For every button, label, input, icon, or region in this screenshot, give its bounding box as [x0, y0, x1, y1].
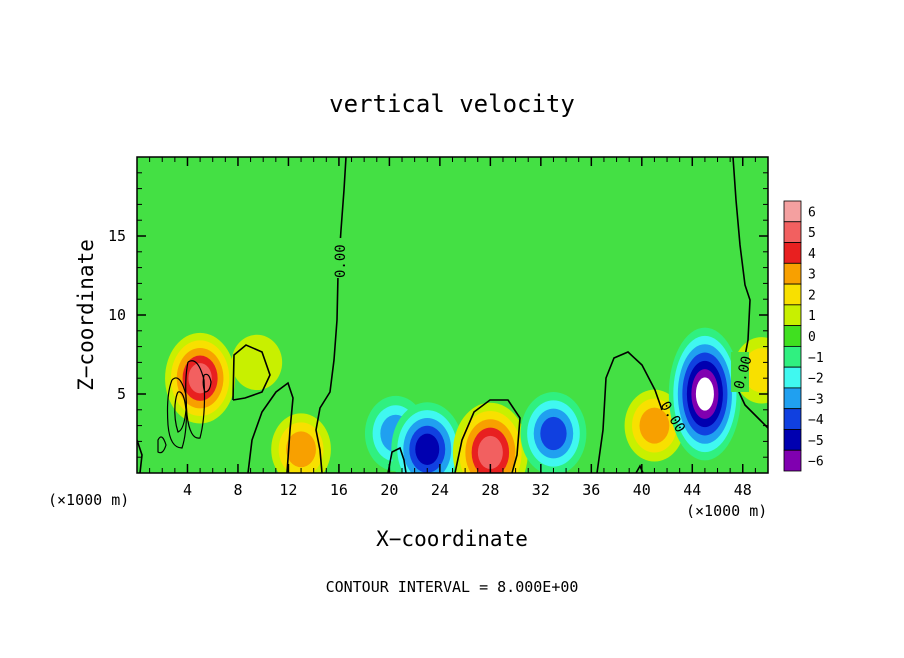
velocity-cell	[231, 334, 283, 391]
velocity-band	[286, 431, 316, 468]
y-tick-label: 10	[108, 306, 126, 324]
colorbar-swatch	[783, 221, 802, 243]
x-tick-label: 44	[683, 481, 701, 499]
velocity-cell	[391, 402, 464, 473]
velocity-band	[477, 435, 503, 470]
x-tick-label: 20	[380, 481, 398, 499]
contour-line	[174, 391, 187, 433]
x-unit-left: (×1000 m)	[48, 491, 129, 509]
x-tick-label: 4	[183, 481, 192, 499]
colorbar-swatch	[783, 408, 802, 430]
y-tick-label: 15	[108, 227, 126, 245]
velocity-cell	[271, 413, 331, 473]
colorbar-swatch	[783, 304, 802, 327]
x-tick-label: 12	[279, 481, 297, 499]
colorbar-label: 4	[808, 247, 816, 262]
colorbar-label: 1	[808, 309, 816, 324]
contour-line	[232, 344, 271, 401]
velocity-cell	[668, 327, 741, 461]
colorbar-swatch	[783, 283, 802, 306]
colorbar-label: −1	[808, 351, 824, 366]
x-tick-label: 24	[431, 481, 449, 499]
y-axis-label: Z−coordinate	[74, 239, 98, 391]
x-unit-right: (×1000 m)	[686, 502, 767, 520]
colorbar-label: −6	[808, 455, 824, 470]
x-axis-label: X−coordinate	[376, 527, 528, 551]
contour-line	[315, 157, 347, 473]
colorbar-label: −5	[808, 434, 824, 449]
contour-line	[387, 446, 407, 473]
colorbar-swatch	[783, 242, 802, 264]
x-tick-label: 48	[734, 481, 752, 499]
contour-line	[732, 157, 768, 429]
x-tick-label: 16	[330, 481, 348, 499]
velocity-cell	[452, 402, 528, 473]
x-axis: 4 8 12 16 20 24 28 32 36 40 44 48	[149, 157, 756, 499]
colorbar-swatch	[783, 429, 802, 451]
velocity-cell	[624, 389, 685, 462]
contour-interval-note: CONTOUR INTERVAL = 8.000E+00	[326, 578, 579, 596]
x-tick-label: 40	[633, 481, 651, 499]
velocity-band	[639, 407, 670, 444]
velocity-band	[700, 385, 710, 403]
colorbar-label: −2	[808, 372, 824, 387]
velocity-band	[231, 334, 283, 391]
velocity-cell	[165, 332, 236, 424]
contour-line	[185, 360, 206, 439]
x-tick-label: 36	[582, 481, 600, 499]
colorbar-label: 3	[808, 268, 816, 283]
colorbar-swatch	[783, 387, 802, 410]
colorbar-label: 0	[808, 330, 816, 345]
contour-line	[137, 439, 143, 473]
chart-title: vertical velocity	[329, 90, 575, 118]
contour-line	[596, 351, 663, 473]
x-tick-label: 8	[233, 481, 242, 499]
contour-line	[247, 381, 294, 473]
contour-line	[202, 373, 212, 393]
contour-label: 0.00	[333, 244, 349, 278]
y-tick-label: 5	[117, 385, 126, 403]
zero-contours	[137, 157, 768, 473]
colorbar-swatch	[783, 449, 802, 472]
contour-line	[157, 436, 167, 454]
colorbar-label: −4	[808, 413, 824, 428]
contour-line	[166, 377, 188, 449]
y-axis: 5 10 15	[108, 172, 768, 458]
plot-area: 0.00 0.00 0.00	[137, 157, 768, 473]
x-tick-label: 32	[532, 481, 550, 499]
velocity-band	[188, 363, 212, 394]
colorbar: 6 5 4 3 2 1 0 −1 −2 −3 −4 −5 −6	[783, 200, 824, 472]
velocity-band	[742, 348, 768, 393]
colorbar-swatch	[783, 345, 802, 368]
colorbar-label: −3	[808, 392, 824, 407]
colorbar-label: 2	[808, 288, 816, 303]
colorbar-swatch	[783, 366, 802, 389]
colorbar-swatch	[783, 200, 802, 223]
x-tick-label: 28	[481, 481, 499, 499]
colorbar-swatch	[783, 325, 802, 347]
colorbar-swatch	[783, 262, 802, 285]
colorbar-label: 6	[808, 205, 816, 220]
velocity-cell	[520, 392, 587, 473]
velocity-band	[415, 433, 440, 465]
contour-line	[454, 399, 521, 473]
colorbar-label: 5	[808, 226, 816, 241]
velocity-band	[540, 416, 567, 451]
